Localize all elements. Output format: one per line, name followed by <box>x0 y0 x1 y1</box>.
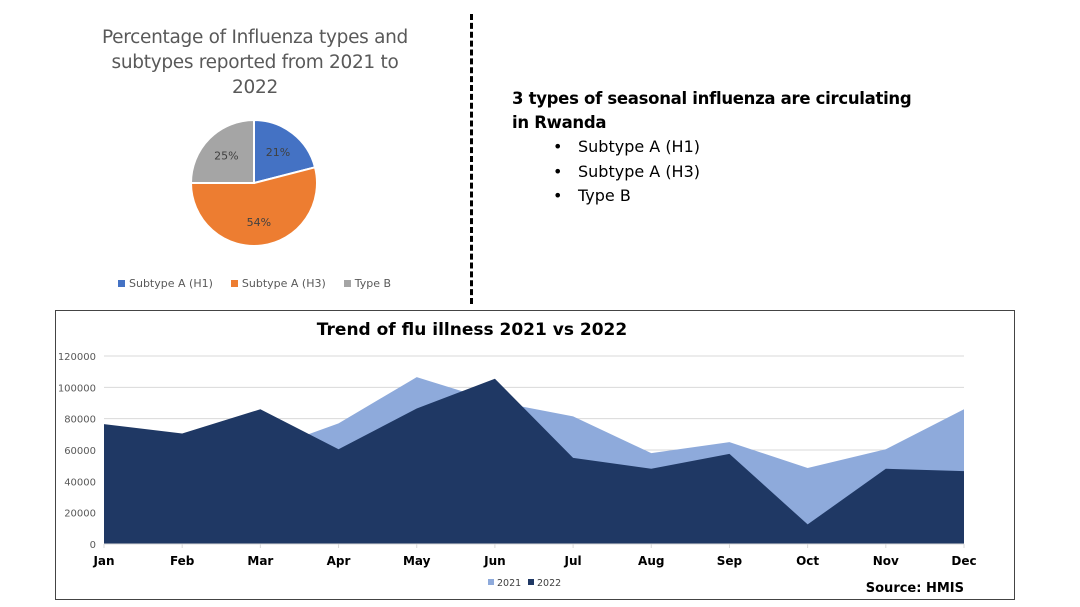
x-tick-label: Dec <box>951 554 976 568</box>
pie-title-line: Percentage of Influenza types and <box>101 27 408 48</box>
legend-swatch-2021 <box>488 579 494 585</box>
pie-slice <box>189 118 255 184</box>
legend-item-h1: Subtype A (H1) <box>118 277 213 290</box>
pie-chart: 21% 54% 25% <box>189 118 318 247</box>
legend-label: Subtype A (H1) <box>129 277 213 290</box>
dashed-divider <box>470 14 473 304</box>
legend-swatch <box>230 280 238 287</box>
y-tick-label: 80000 <box>64 415 96 426</box>
info-panel: 3 types of seasonal influenza are circul… <box>512 87 932 209</box>
y-tick-label: 100000 <box>58 383 96 394</box>
pie-legend: Subtype A (H1) Subtype A (H3) Type B <box>118 277 391 290</box>
list-item: Type B <box>553 184 932 209</box>
legend-label: Subtype A (H3) <box>241 277 326 290</box>
influenza-type-list: Subtype A (H1) Subtype A (H3) Type B <box>512 135 932 209</box>
pie-slice <box>189 166 318 247</box>
legend-item-type-b: Type B <box>343 277 392 290</box>
x-tick-label: May <box>403 554 431 568</box>
legend-label: 2022 <box>537 578 561 589</box>
x-tick-label: Apr <box>327 554 351 568</box>
x-tick-label: Jun <box>483 554 506 568</box>
area-series-2022 <box>104 378 964 544</box>
info-heading: 3 types of seasonal influenza are circul… <box>512 89 912 132</box>
x-tick-label: Nov <box>873 554 899 568</box>
y-tick-label: 0 <box>90 540 96 551</box>
x-tick-label: Feb <box>170 554 195 568</box>
list-item: Subtype A (H3) <box>553 160 932 185</box>
y-tick-label: 40000 <box>64 477 96 488</box>
source-label: Source: HMIS <box>865 581 964 596</box>
x-tick-label: Jul <box>564 554 582 568</box>
pie-chart-title: Percentage of Influenza types and subtyp… <box>95 25 415 100</box>
y-tick-label: 20000 <box>64 509 96 520</box>
pie-data-label: 54% <box>247 216 271 229</box>
list-item: Subtype A (H1) <box>553 135 932 160</box>
x-tick-label: Sep <box>717 554 743 568</box>
pie-slice <box>253 118 317 185</box>
trend-chart-frame: Trend of flu illness 2021 vs 2022 0 20000 4… <box>55 310 1015 600</box>
legend-label: 2021 <box>497 578 521 589</box>
y-tick-label: 120000 <box>58 352 96 363</box>
legend-swatch-2022 <box>528 579 534 585</box>
pie-title-line: subtypes reported from 2021 to <box>111 52 399 73</box>
legend-label: Type B <box>354 277 392 290</box>
x-tick-label: Oct <box>796 554 819 568</box>
pie-data-label: 21% <box>266 146 290 159</box>
trend-area-chart: Trend of flu illness 2021 vs 2022 0 20000 4… <box>58 320 977 589</box>
x-tick-label: Jan <box>92 554 114 568</box>
pie-data-label: 25% <box>214 149 238 162</box>
legend-item-h3: Subtype A (H3) <box>230 277 326 290</box>
legend-swatch <box>118 280 125 287</box>
x-tick-label: Aug <box>638 554 664 568</box>
x-tick-label: Mar <box>247 554 273 568</box>
y-tick-label: 60000 <box>64 446 96 457</box>
legend-swatch <box>343 280 351 287</box>
chart-title: Trend of flu illness 2021 vs 2022 <box>317 320 627 340</box>
pie-title-line: 2022 <box>232 77 278 98</box>
